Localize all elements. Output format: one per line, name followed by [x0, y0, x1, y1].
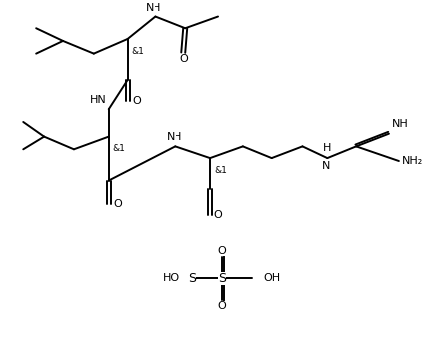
Text: N: N [167, 132, 175, 142]
Text: HO: HO [163, 273, 180, 283]
Text: O: O [180, 54, 189, 64]
Text: O: O [218, 246, 226, 256]
Text: H: H [152, 3, 161, 13]
Text: NH₂: NH₂ [402, 156, 423, 166]
Text: N: N [146, 3, 155, 13]
Text: NH: NH [392, 119, 409, 129]
Text: H: H [173, 132, 182, 142]
Text: N: N [322, 161, 330, 171]
Text: O: O [132, 96, 141, 107]
Text: S: S [188, 272, 196, 285]
Text: &1: &1 [113, 144, 125, 153]
Text: &1: &1 [132, 47, 144, 56]
Text: H: H [323, 143, 331, 153]
Text: HN: HN [90, 95, 107, 105]
Text: &1: &1 [214, 166, 227, 175]
Text: S: S [218, 272, 226, 285]
Text: O: O [113, 199, 122, 209]
Text: O: O [218, 301, 226, 311]
Text: OH: OH [264, 273, 281, 283]
Text: O: O [214, 210, 222, 220]
